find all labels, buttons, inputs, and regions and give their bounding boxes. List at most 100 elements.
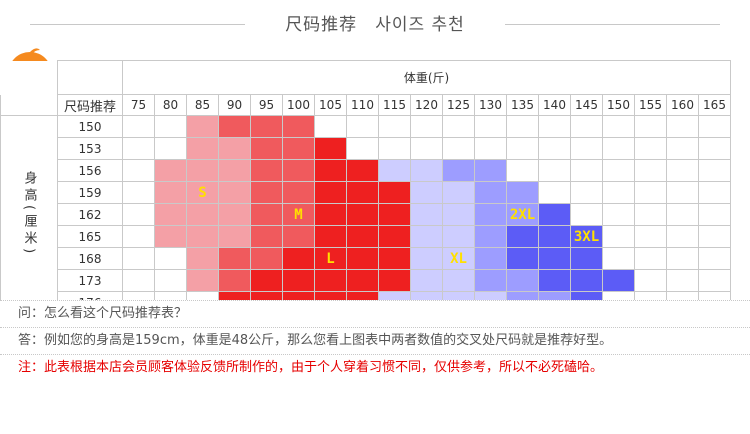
size-cell-s (154, 181, 187, 204)
height-row: 168 L XL (0, 247, 731, 270)
size-cell-l (346, 159, 379, 182)
height-row: 156 (0, 159, 731, 182)
size-cell-3xl (538, 203, 571, 226)
size-cell-empty (698, 159, 731, 182)
weight-col-85: 85 (186, 94, 219, 116)
size-cell-empty (602, 159, 635, 182)
size-cell-m (250, 159, 283, 182)
size-cell-m (218, 247, 251, 270)
size-cell-empty (346, 137, 379, 160)
size-cell-m (218, 269, 251, 292)
size-cell-empty (570, 203, 603, 226)
size-cell-empty (378, 137, 411, 160)
size-cell-xl (442, 203, 475, 226)
size-cell-empty (666, 203, 699, 226)
size-cell-empty (122, 203, 155, 226)
note-answer: 答：例如您的身高是159cm，体重是48公斤，那么您看上图表中两者数值的交叉处尺… (0, 327, 750, 354)
size-cell-s (154, 203, 187, 226)
size-cell-empty (538, 115, 571, 138)
weight-header: 体重(斤) (122, 60, 731, 95)
weight-col-105: 105 (314, 94, 347, 116)
size-cell-m (250, 137, 283, 160)
size-label-xl: XL (450, 250, 467, 267)
size-label-3xl: 3XL (573, 228, 600, 245)
size-cell-l (378, 181, 411, 204)
weight-col-90: 90 (218, 94, 251, 116)
size-cell-empty (506, 159, 539, 182)
size-label-m: M (294, 206, 303, 223)
size-cell-3xl (506, 225, 539, 248)
size-cell-empty (154, 269, 187, 292)
size-chart-table: 体重(斤) 尺码推荐 75 80 85 90 95 100 105 110 115 120 125 1… (0, 60, 731, 314)
size-cell-empty (602, 115, 635, 138)
size-cell-s (186, 269, 219, 292)
size-cell-m (250, 225, 283, 248)
size-cell-m: M (282, 203, 315, 226)
size-cell-m (218, 115, 251, 138)
height-value: 168 (57, 247, 123, 270)
size-cell-s: S (186, 181, 219, 204)
size-cell-empty (634, 247, 667, 270)
size-cell-empty (698, 225, 731, 248)
size-label-s: S (198, 184, 207, 201)
size-cell-xl (410, 159, 443, 182)
weight-col-165: 165 (698, 94, 731, 116)
size-cell-l (314, 225, 347, 248)
weight-col-80: 80 (154, 94, 187, 116)
size-cell-empty (538, 181, 571, 204)
size-cell-empty (122, 115, 155, 138)
size-cell-3xl (570, 247, 603, 270)
size-cell-m (250, 115, 283, 138)
size-cell-3xl: 3XL (570, 225, 603, 248)
size-cell-empty (634, 115, 667, 138)
size-cell-empty (122, 247, 155, 270)
size-cell-2xl (506, 181, 539, 204)
weight-col-160: 160 (666, 94, 699, 116)
size-cell-empty (122, 269, 155, 292)
size-cell-xl (442, 225, 475, 248)
size-cell-l (314, 159, 347, 182)
size-cell-empty (410, 137, 443, 160)
size-cell-s (186, 203, 219, 226)
note-warning: 注：此表根据本店会员顾客体验反馈所制作的，由于个人穿着习惯不同，仅供参考，所以不… (0, 354, 750, 381)
size-cell-empty (602, 225, 635, 248)
height-axis: 身高(厘米) (0, 115, 58, 314)
size-cell-2xl (474, 181, 507, 204)
size-cell-2xl (474, 247, 507, 270)
size-cell-empty (442, 115, 475, 138)
size-cell-s (218, 203, 251, 226)
size-cell-empty (666, 137, 699, 160)
size-cell-xl (410, 203, 443, 226)
size-cell-empty (666, 269, 699, 292)
size-cell-empty (634, 159, 667, 182)
size-cell-empty (346, 115, 379, 138)
size-cell-empty (378, 115, 411, 138)
size-cell-s (186, 137, 219, 160)
weight-col-145: 145 (570, 94, 603, 116)
size-cell-empty (154, 137, 187, 160)
weight-col-100: 100 (282, 94, 315, 116)
size-cell-s (218, 137, 251, 160)
size-cell-l (346, 247, 379, 270)
size-cell-empty (698, 137, 731, 160)
size-cell-l (314, 181, 347, 204)
size-cell-s (186, 115, 219, 138)
size-cell-empty (602, 247, 635, 270)
size-cell-2xl (474, 225, 507, 248)
size-cell-l (346, 225, 379, 248)
size-cell-empty (122, 137, 155, 160)
size-cell-2xl (506, 269, 539, 292)
notes-section: 问：怎么看这个尺码推荐表？ 答：例如您的身高是159cm，体重是48公斤，那么您… (0, 300, 750, 381)
size-cell-l (346, 203, 379, 226)
weight-col-125: 125 (442, 94, 475, 116)
size-cell-l (314, 203, 347, 226)
size-cell-l (346, 181, 379, 204)
note-question: 问：怎么看这个尺码推荐表？ (0, 300, 750, 327)
size-cell-empty (666, 225, 699, 248)
height-row: 159 S (0, 181, 731, 204)
height-row: 165 3XL (0, 225, 731, 248)
size-cell-3xl (570, 269, 603, 292)
size-cell-m (250, 247, 283, 270)
size-cell-m (282, 115, 315, 138)
size-cell-l (314, 137, 347, 160)
